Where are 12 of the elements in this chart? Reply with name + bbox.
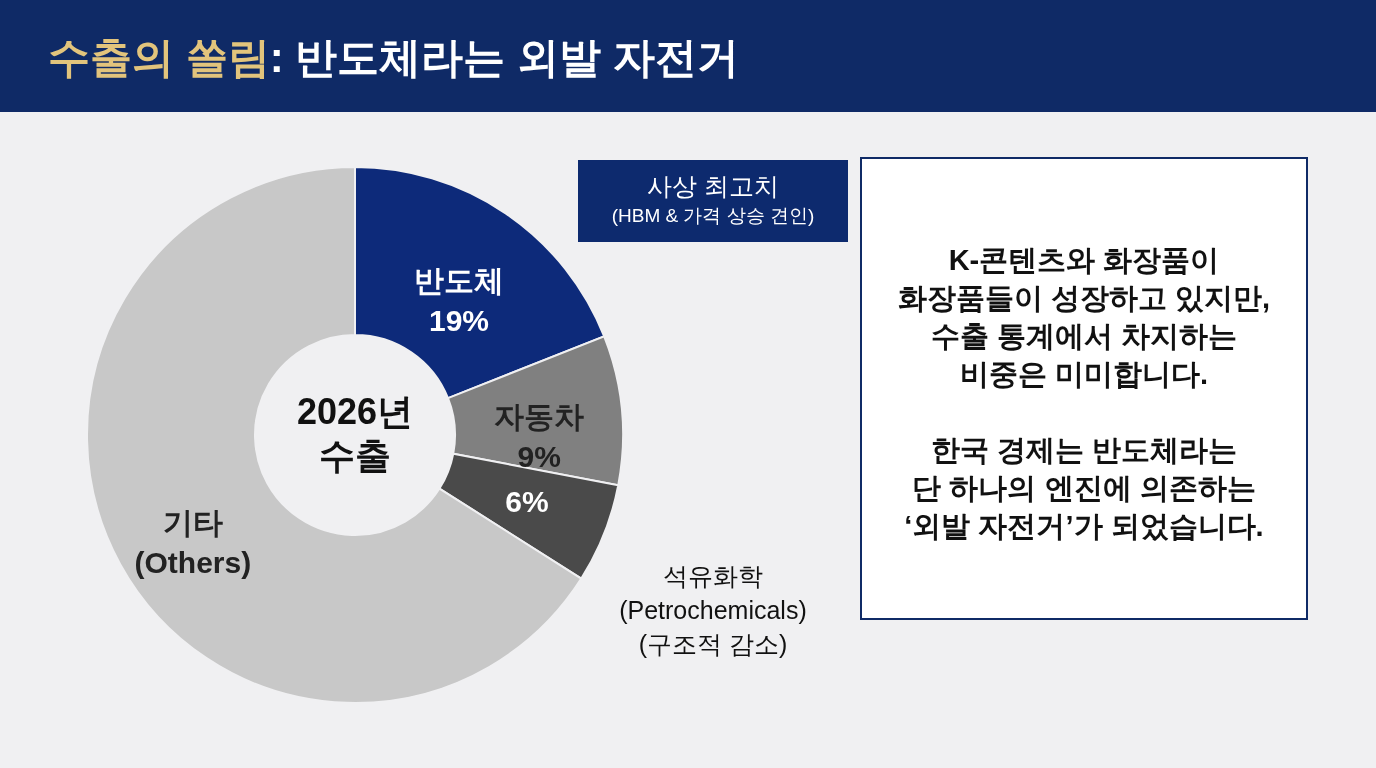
- slice-label: 기타 (Others): [134, 506, 252, 580]
- data-label: 9%: [517, 439, 561, 473]
- data-label: 6%: [505, 485, 549, 519]
- slice-label: 석유화학 (Petrochemicals) (구조적 감소): [619, 561, 807, 658]
- data-label: 19%: [428, 303, 490, 337]
- slice-label: 반도체: [413, 263, 504, 297]
- text: 사상 최고치 (HBM & 가격 상승 견인): [610, 171, 816, 228]
- slice-label: 자동차: [494, 399, 585, 433]
- text: 한국 경제는 반도체라는 단 하나의 엔진에 의존하는 ‘외발 자전거’가 되었습니다.: [903, 433, 1265, 544]
- chart-title: 수출의 쏠림: 반도체라는 외발 자전거: [48, 33, 739, 83]
- text: K-콘텐츠와 화장품이 화장품들이 성장하고 있지만, 수출 통계에서 차지하는 비중은 미미합니다.: [896, 243, 1272, 392]
- text: 2026년 수출: [295, 390, 415, 478]
